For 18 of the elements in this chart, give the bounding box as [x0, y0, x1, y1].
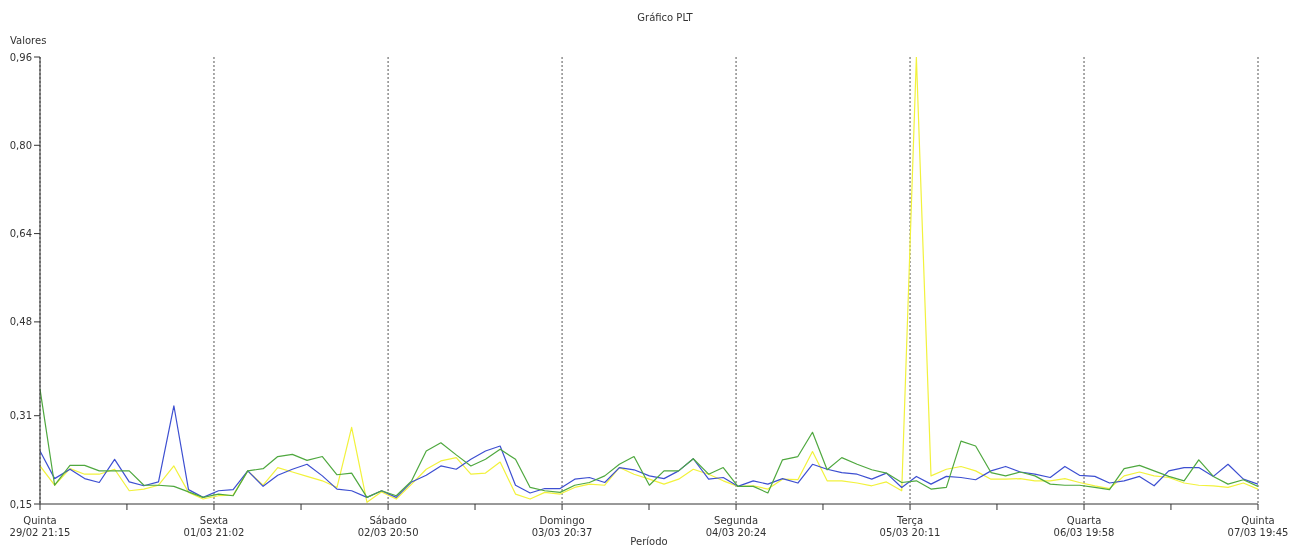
y-axis-title: Valores — [10, 35, 47, 46]
y-tick-label: 0,15 — [9, 498, 32, 510]
x-tick-label: Quinta 29/02 21:15 — [9, 515, 71, 538]
x-tick-label: Sexta 01/03 21:02 — [183, 515, 245, 538]
y-tick-label: 0,31 — [9, 410, 32, 422]
y-tick-label: 0,64 — [9, 228, 32, 240]
x-tick-label: Segunda 04/03 20:24 — [705, 515, 767, 538]
line-series — [40, 405, 1258, 498]
x-tick-label: Quarta 06/03 19:58 — [1053, 515, 1115, 538]
x-axis-title: Período — [630, 536, 668, 547]
x-tick-label: Sábado 02/03 20:50 — [357, 515, 419, 538]
y-tick-label: 0,96 — [9, 51, 32, 63]
x-tick-label: Domingo 03/03 20:37 — [531, 515, 593, 538]
chart-title: Gráfico PLT — [636, 12, 694, 23]
y-tick-label: 0,80 — [9, 139, 32, 151]
x-tick-label: Quinta 07/03 19:45 — [1227, 515, 1289, 538]
x-tick-label: Terça 05/03 20:11 — [879, 515, 941, 538]
y-tick-label: 0,48 — [9, 316, 32, 328]
